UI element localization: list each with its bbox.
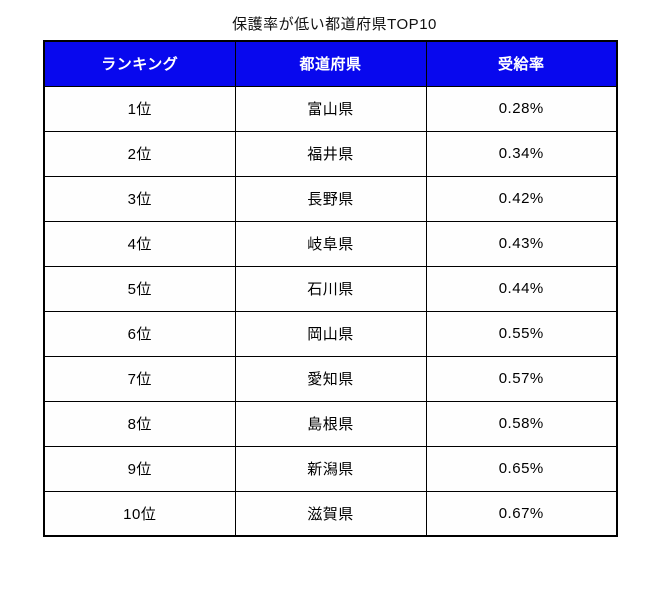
prefecture-cell: 新潟県 (234, 445, 427, 492)
rank-cell: 1位 (43, 85, 236, 132)
rate-cell: 0.43% (425, 220, 618, 267)
table-row: 6位 岡山県 0.55% (43, 310, 618, 357)
rank-column-header: ランキング (43, 40, 236, 87)
rate-cell: 0.34% (425, 130, 618, 177)
prefecture-column-header: 都道府県 (234, 40, 427, 87)
rank-cell: 3位 (43, 175, 236, 222)
rate-cell: 0.67% (425, 490, 618, 537)
table-row: 2位 福井県 0.34% (43, 130, 618, 177)
table-row: 3位 長野県 0.42% (43, 175, 618, 222)
rate-cell: 0.57% (425, 355, 618, 402)
prefecture-cell: 岐阜県 (234, 220, 427, 267)
rate-cell: 0.28% (425, 85, 618, 132)
rank-cell: 6位 (43, 310, 236, 357)
table-row: 5位 石川県 0.44% (43, 265, 618, 312)
table-row: 4位 岐阜県 0.43% (43, 220, 618, 267)
rank-cell: 9位 (43, 445, 236, 492)
prefecture-cell: 長野県 (234, 175, 427, 222)
rate-cell: 0.44% (425, 265, 618, 312)
rank-cell: 2位 (43, 130, 236, 177)
header-row: ランキング 都道府県 受給率 (43, 40, 618, 87)
rate-cell: 0.58% (425, 400, 618, 447)
rank-cell: 5位 (43, 265, 236, 312)
table-header: ランキング 都道府県 受給率 (43, 40, 618, 87)
rate-column-header: 受給率 (425, 40, 618, 87)
table-row: 10位 滋賀県 0.67% (43, 490, 618, 537)
prefecture-cell: 滋賀県 (234, 490, 427, 537)
table-row: 9位 新潟県 0.65% (43, 445, 618, 492)
rate-cell: 0.42% (425, 175, 618, 222)
rank-cell: 10位 (43, 490, 236, 537)
rank-cell: 4位 (43, 220, 236, 267)
table-body: 1位 富山県 0.28% 2位 福井県 0.34% 3位 長野県 0.42% 4… (43, 85, 618, 537)
rate-cell: 0.55% (425, 310, 618, 357)
table-row: 7位 愛知県 0.57% (43, 355, 618, 402)
chart-title: 保護率が低い都道府県TOP10 (232, 16, 437, 33)
prefecture-cell: 島根県 (234, 400, 427, 447)
prefecture-cell: 岡山県 (234, 310, 427, 357)
prefecture-cell: 石川県 (234, 265, 427, 312)
rank-cell: 7位 (43, 355, 236, 402)
ranking-table: ランキング 都道府県 受給率 1位 富山県 0.28% 2位 福井県 0.34%… (43, 40, 618, 537)
rate-cell: 0.65% (425, 445, 618, 492)
prefecture-cell: 愛知県 (234, 355, 427, 402)
prefecture-cell: 福井県 (234, 130, 427, 177)
prefecture-cell: 富山県 (234, 85, 427, 132)
rank-cell: 8位 (43, 400, 236, 447)
table-row: 8位 島根県 0.58% (43, 400, 618, 447)
table-row: 1位 富山県 0.28% (43, 85, 618, 132)
